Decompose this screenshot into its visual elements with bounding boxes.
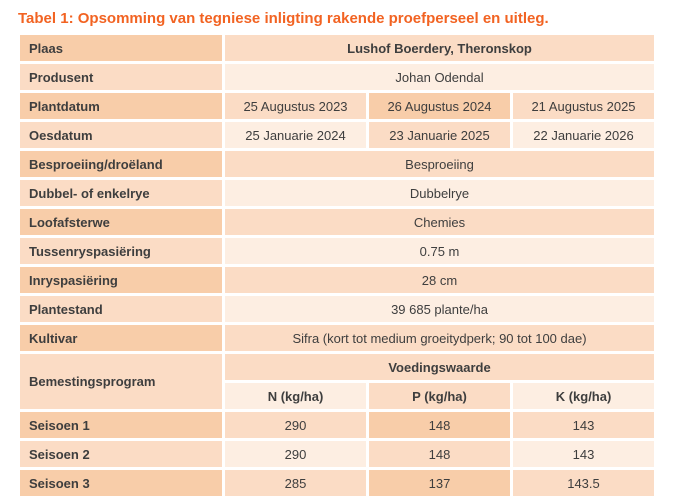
row-label-besproeiing: Besproeiing/droëland — [20, 151, 222, 177]
row-value-plantestand: 39 685 plante/ha — [225, 296, 654, 322]
row-value-kultivar: Sifra (kort tot medium groeitydperk; 90 … — [225, 325, 654, 351]
row-value-oesdatum-1: 25 Januarie 2024 — [225, 122, 366, 148]
row-label-plaas: Plaas — [20, 35, 222, 61]
table-row: Tussenryspasiëring 0.75 m — [20, 238, 654, 264]
row-value-inryspasiering: 28 cm — [225, 267, 654, 293]
row-value-dubbel: Dubbelrye — [225, 180, 654, 206]
row-label-loofafsterwe: Loofafsterwe — [20, 209, 222, 235]
row-value-plantdatum-3: 21 Augustus 2025 — [513, 93, 654, 119]
table-row: N (kg/ha) P (kg/ha) K (kg/ha) — [20, 383, 654, 409]
seisoen-3-p: 137 — [369, 470, 510, 496]
table-row: Kultivar Sifra (kort tot medium groeityd… — [20, 325, 654, 351]
row-label-kultivar: Kultivar — [20, 325, 222, 351]
seisoen-2-k: 143 — [513, 441, 654, 467]
table-row: Seisoen 2 290 148 143 — [20, 441, 654, 467]
row-label-bemestingsprogram: Bemestingsprogram — [20, 354, 222, 409]
seisoen-3-n: 285 — [225, 470, 366, 496]
table-row: Plaas Lushof Boerdery, Theronskop — [20, 35, 654, 61]
table-row: Plantdatum 25 Augustus 2023 26 Augustus … — [20, 93, 654, 119]
row-value-loofafsterwe: Chemies — [225, 209, 654, 235]
column-header-p: P (kg/ha) — [369, 383, 510, 409]
column-header-k: K (kg/ha) — [513, 383, 654, 409]
row-label-plantdatum: Plantdatum — [20, 93, 222, 119]
row-value-produsent: Johan Odendal — [225, 64, 654, 90]
row-value-plaas: Lushof Boerdery, Theronskop — [225, 35, 654, 61]
row-value-besproeiing: Besproeiing — [225, 151, 654, 177]
row-value-tussenryspasiering: 0.75 m — [225, 238, 654, 264]
seisoen-2-p: 148 — [369, 441, 510, 467]
table-caption: Tabel 1: Opsomming van tegniese inligtin… — [18, 10, 549, 27]
row-label-seisoen-2: Seisoen 2 — [20, 441, 222, 467]
seisoen-2-n: 290 — [225, 441, 366, 467]
row-label-produsent: Produsent — [20, 64, 222, 90]
row-label-plantestand: Plantestand — [20, 296, 222, 322]
seisoen-3-k: 143.5 — [513, 470, 654, 496]
row-label-tussenryspasiering: Tussenryspasiëring — [20, 238, 222, 264]
row-value-plantdatum-1: 25 Augustus 2023 — [225, 93, 366, 119]
table-row: Produsent Johan Odendal — [20, 64, 654, 90]
table-row: Oesdatum 25 Januarie 2024 23 Januarie 20… — [20, 122, 654, 148]
table-row: Inryspasiëring 28 cm — [20, 267, 654, 293]
table-row: Seisoen 3 285 137 143.5 — [20, 470, 654, 496]
table-row: Besproeiing/droëland Besproeiing — [20, 151, 654, 177]
row-label-seisoen-3: Seisoen 3 — [20, 470, 222, 496]
row-label-seisoen-1: Seisoen 1 — [20, 412, 222, 438]
row-value-oesdatum-3: 22 Januarie 2026 — [513, 122, 654, 148]
summary-table: Plaas Lushof Boerdery, Theronskop Produs… — [17, 32, 657, 499]
row-label-oesdatum: Oesdatum — [20, 122, 222, 148]
row-value-oesdatum-2: 23 Januarie 2025 — [369, 122, 510, 148]
table-row: Seisoen 1 290 148 143 — [20, 412, 654, 438]
table-row: Loofafsterwe Chemies — [20, 209, 654, 235]
fertilizer-header: Voedingswaarde — [225, 354, 654, 380]
row-label-dubbel: Dubbel- of enkelrye — [20, 180, 222, 206]
table-row: Plantestand 39 685 plante/ha — [20, 296, 654, 322]
row-label-inryspasiering: Inryspasiëring — [20, 267, 222, 293]
table-row: Bemestingsprogram Voedingswaarde — [20, 354, 654, 409]
table-row: Dubbel- of enkelrye Dubbelrye — [20, 180, 654, 206]
column-header-n: N (kg/ha) — [225, 383, 366, 409]
seisoen-1-k: 143 — [513, 412, 654, 438]
seisoen-1-n: 290 — [225, 412, 366, 438]
seisoen-1-p: 148 — [369, 412, 510, 438]
row-value-plantdatum-2: 26 Augustus 2024 — [369, 93, 510, 119]
